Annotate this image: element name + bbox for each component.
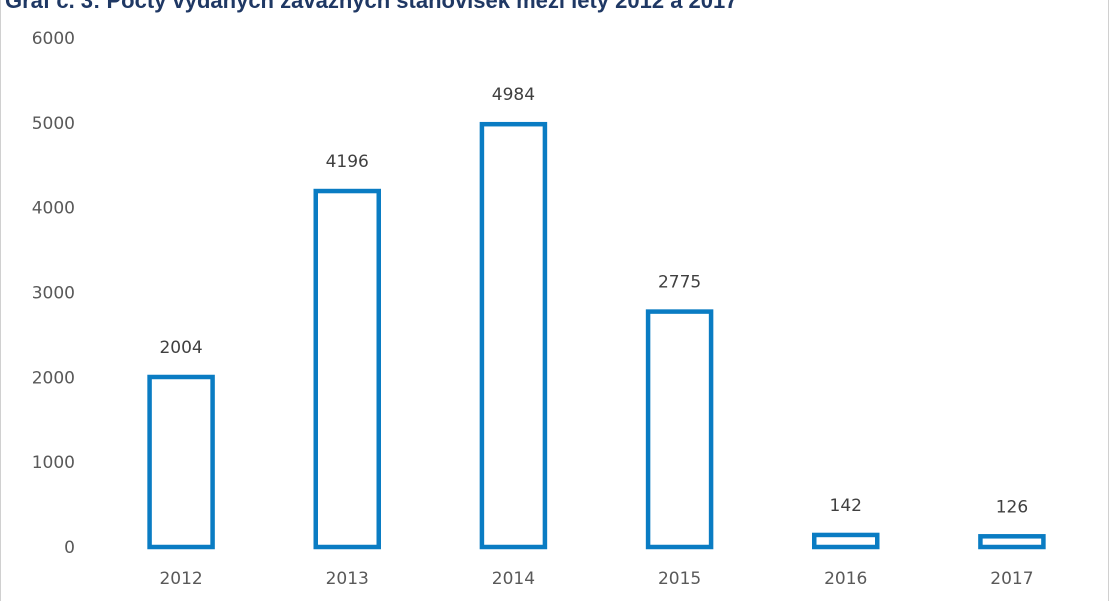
bar-2012 — [147, 374, 215, 550]
bar-2016 — [812, 532, 880, 550]
x-tick-label-2013: 2013 — [326, 569, 369, 589]
y-tick-label-4000: 4000 — [32, 199, 75, 219]
x-tick-label-2012: 2012 — [159, 569, 202, 589]
data-label-2013: 4196 — [326, 152, 369, 172]
data-label-2014: 4984 — [492, 85, 535, 105]
data-label-2015: 2775 — [658, 273, 701, 293]
y-tick-label-2000: 2000 — [32, 368, 75, 388]
data-labels: 2004 4196 4984 2775 142 126 — [159, 85, 1028, 517]
x-tick-label-2014: 2014 — [492, 569, 535, 589]
y-tick-label-0: 0 — [64, 538, 75, 558]
data-label-2016: 142 — [830, 496, 862, 516]
x-axis-ticks: 2012 2013 2014 2015 2016 2017 — [159, 569, 1033, 589]
y-axis-ticks: 0 1000 2000 3000 4000 5000 6000 — [32, 29, 75, 558]
data-label-2012: 2004 — [159, 338, 202, 358]
bars — [147, 121, 1046, 550]
x-tick-label-2017: 2017 — [990, 569, 1033, 589]
data-label-2017: 126 — [996, 497, 1028, 517]
y-tick-label-3000: 3000 — [32, 284, 75, 304]
x-tick-label-2016: 2016 — [824, 569, 867, 589]
bar-2013 — [313, 188, 381, 550]
y-tick-label-1000: 1000 — [32, 453, 75, 473]
y-tick-label-5000: 5000 — [32, 114, 75, 134]
chart-title: Graf č. 3: Počty vydaných závazných stan… — [5, 0, 738, 13]
bar-2017 — [978, 534, 1046, 550]
bar-2015 — [645, 309, 714, 550]
x-tick-label-2015: 2015 — [658, 569, 701, 589]
bar-2014 — [479, 121, 548, 550]
y-tick-label-6000: 6000 — [32, 29, 75, 49]
